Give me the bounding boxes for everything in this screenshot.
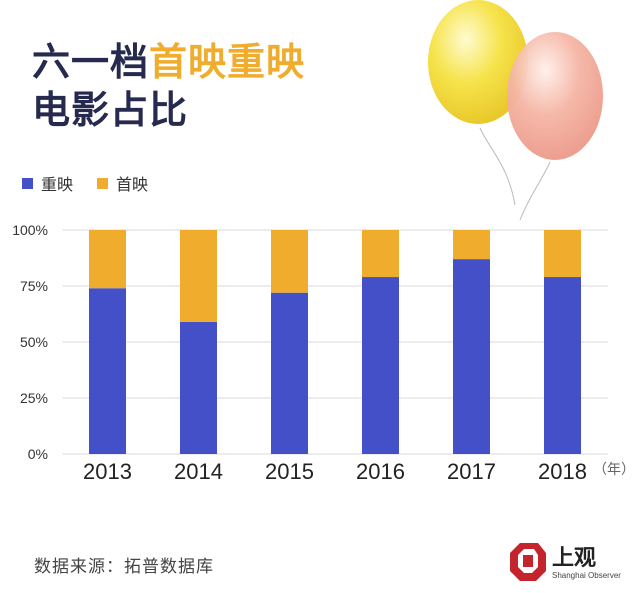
x-tick-label: 2016 xyxy=(356,459,405,484)
legend-item-rerelease: 重映 xyxy=(22,171,73,195)
bar-segment-rerelease xyxy=(271,292,308,454)
x-tick-label: 2017 xyxy=(447,459,496,484)
legend-label-rerelease: 重映 xyxy=(41,175,74,194)
bar-segment-rerelease xyxy=(89,288,126,454)
x-axis-unit-label: （年） xyxy=(593,462,635,478)
page-title-line1: 六一档首映重映 xyxy=(32,40,305,84)
data-source: 数据来源：拓普数据库 xyxy=(34,557,214,577)
y-tick-label: 50% xyxy=(20,334,48,350)
bar-segment-rerelease xyxy=(453,259,490,454)
logo-text: 上观 xyxy=(552,546,596,571)
legend-label-premiere: 首映 xyxy=(116,175,149,194)
logo-subtext: Shanghai Observer xyxy=(552,571,621,580)
title-highlight: 首映重映 xyxy=(149,40,306,84)
y-tick-label: 0% xyxy=(28,446,48,462)
bar-segment-premiere xyxy=(453,230,490,260)
x-tick-label: 2015 xyxy=(265,459,314,484)
bar-segment-rerelease xyxy=(180,321,217,454)
x-tick-label: 2013 xyxy=(83,459,132,484)
balloon-string xyxy=(519,161,551,221)
yellow-balloon xyxy=(428,0,528,124)
page-title-line2: 电影占比 xyxy=(32,88,189,132)
x-tick-label: 2014 xyxy=(174,459,223,484)
stacked-bar-chart: 0% 25% 50% 75% 100% 2013 2014 2015 2016 2017 2018 （… xyxy=(12,222,635,484)
balloons-decoration xyxy=(428,0,603,221)
bar-segment-premiere xyxy=(362,230,399,278)
legend-swatch-rerelease xyxy=(22,177,33,189)
title-part1: 六一档 xyxy=(32,40,150,84)
bar-segment-rerelease xyxy=(544,277,581,454)
bar-segment-premiere xyxy=(544,230,581,278)
y-tick-label: 100% xyxy=(12,222,48,238)
pink-balloon xyxy=(507,32,603,160)
bar-segment-rerelease xyxy=(362,277,399,454)
y-tick-label: 75% xyxy=(20,278,48,294)
balloon-string xyxy=(479,127,516,206)
legend-swatch-premiere xyxy=(97,177,109,189)
bar-segment-premiere xyxy=(89,230,126,289)
legend-item-premiere: 首映 xyxy=(97,171,148,195)
shanghai-observer-logo: 上观 Shanghai Observer xyxy=(510,543,621,581)
y-tick-label: 25% xyxy=(20,390,48,406)
x-tick-label: 2018 xyxy=(538,459,587,484)
bar-segment-premiere xyxy=(180,230,217,322)
legend: 重映 首映 xyxy=(22,171,172,195)
bar-segment-premiere xyxy=(271,230,308,293)
